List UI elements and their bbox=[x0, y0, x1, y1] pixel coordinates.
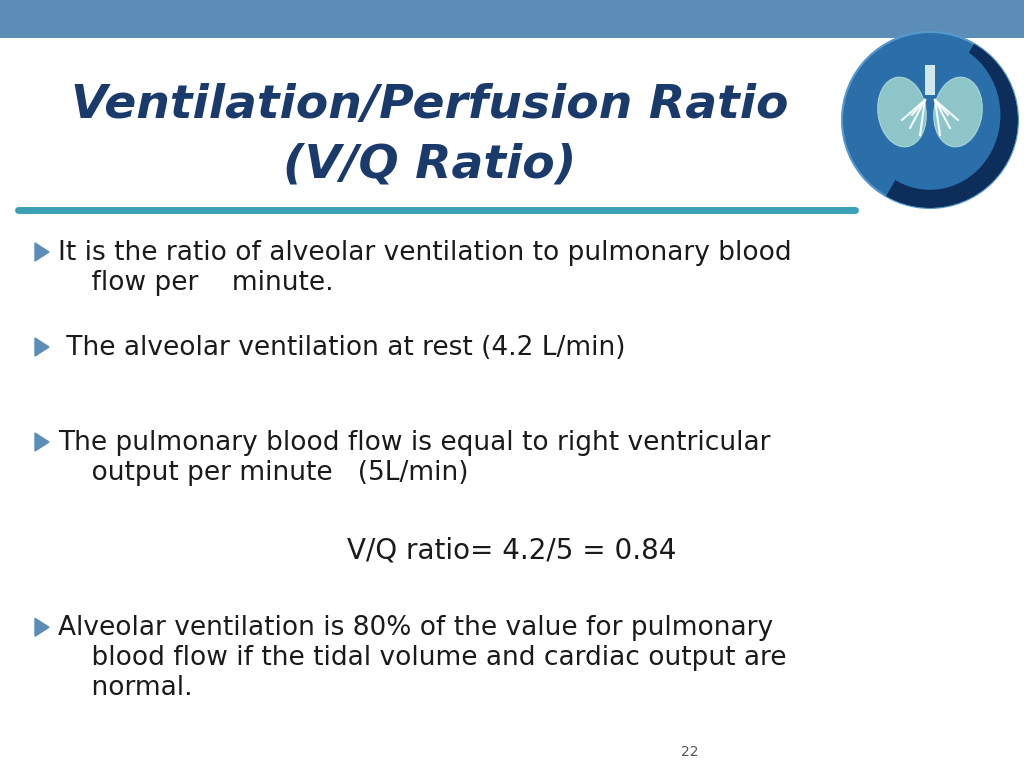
Bar bbox=[925, 65, 935, 95]
Polygon shape bbox=[35, 243, 49, 261]
Text: V/Q ratio= 4.2/5 = 0.84: V/Q ratio= 4.2/5 = 0.84 bbox=[347, 537, 677, 565]
Text: The alveolar ventilation at rest (4.2 L/min): The alveolar ventilation at rest (4.2 L/… bbox=[58, 335, 626, 361]
Ellipse shape bbox=[878, 77, 927, 147]
Text: (V/Q Ratio): (V/Q Ratio) bbox=[284, 143, 577, 187]
Text: Ventilation/Perfusion Ratio: Ventilation/Perfusion Ratio bbox=[72, 82, 788, 127]
Text: The pulmonary blood flow is equal to right ventricular
    output per minute   (: The pulmonary blood flow is equal to rig… bbox=[58, 430, 770, 486]
Text: Alveolar ventilation is 80% of the value for pulmonary
    blood flow if the tid: Alveolar ventilation is 80% of the value… bbox=[58, 615, 786, 701]
Bar bbox=[0, 0, 1024, 38]
Ellipse shape bbox=[934, 77, 982, 147]
Text: It is the ratio of alveolar ventilation to pulmonary blood
    flow per    minut: It is the ratio of alveolar ventilation … bbox=[58, 240, 792, 296]
Circle shape bbox=[842, 32, 1018, 208]
Polygon shape bbox=[35, 618, 49, 636]
Polygon shape bbox=[35, 433, 49, 451]
Text: 22: 22 bbox=[681, 745, 698, 759]
Wedge shape bbox=[886, 44, 1018, 208]
Polygon shape bbox=[35, 338, 49, 356]
Ellipse shape bbox=[859, 40, 1000, 190]
